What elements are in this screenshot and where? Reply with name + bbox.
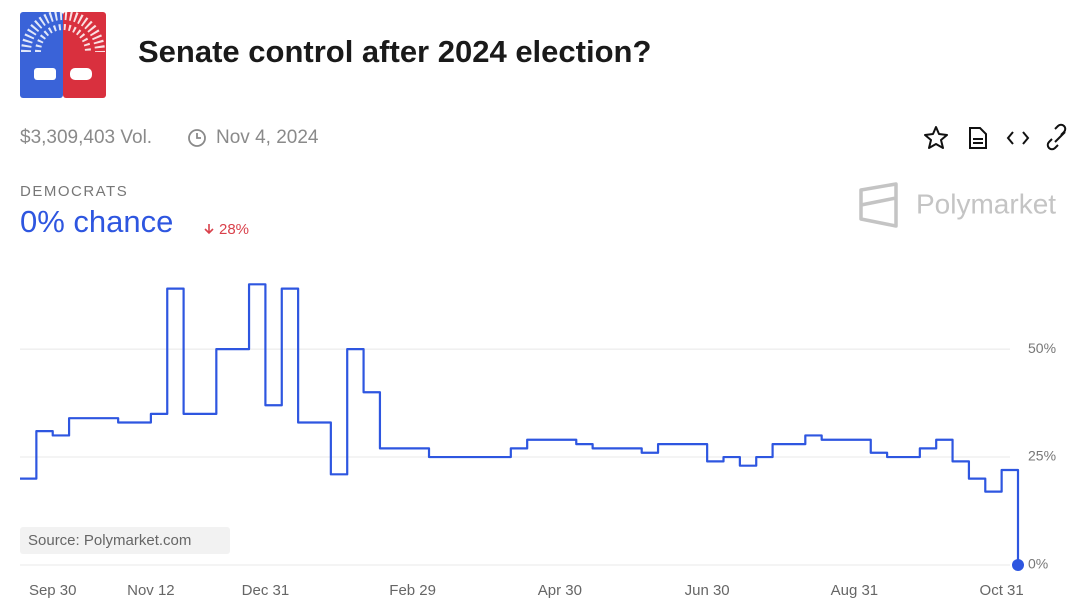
y-tick-label: 0% — [1028, 556, 1048, 572]
clock-hands — [196, 133, 201, 139]
market-logo — [20, 10, 106, 98]
title: Senate control after 2024 election? — [138, 34, 651, 69]
x-tick-label: Aug 31 — [831, 582, 879, 599]
series-line — [20, 283, 1020, 565]
source-box — [20, 527, 230, 554]
chance: 0% chance — [20, 204, 173, 239]
x-tick-label: Nov 12 — [127, 582, 175, 599]
down-arrow — [204, 224, 214, 235]
source: Source: Polymarket.com — [28, 532, 191, 549]
x-tick-label: Oct 31 — [980, 582, 1024, 599]
x-tick-label: Sep 30 — [29, 582, 77, 599]
link-button[interactable] — [1046, 123, 1067, 151]
doc-button[interactable] — [969, 127, 987, 149]
volume: $3,309,403 Vol. — [20, 127, 152, 148]
embed-button[interactable] — [1006, 131, 1030, 145]
x-tick-label: Apr 30 — [538, 582, 582, 599]
brand-logo — [859, 182, 898, 228]
plot: 0% 25% 50% Sep 30 Nov 12 Dec 31 Feb 29 Apr 30 Ju… — [20, 283, 1056, 599]
outcome-label: DEMOCRATS — [20, 183, 128, 200]
y-tick-label: 25% — [1028, 448, 1056, 464]
brand: Polymarket — [916, 188, 1056, 219]
x-tick-label: Feb 29 — [389, 582, 436, 599]
clock-icon — [188, 129, 206, 147]
x-tick-label: Dec 31 — [242, 582, 290, 599]
end-point — [1012, 559, 1024, 571]
star-button[interactable] — [924, 126, 948, 149]
y-tick-label: 50% — [1028, 340, 1056, 356]
x-tick-label: Jun 30 — [685, 582, 730, 599]
change: 28% — [219, 221, 249, 238]
end-date: Nov 4, 2024 — [216, 127, 319, 148]
